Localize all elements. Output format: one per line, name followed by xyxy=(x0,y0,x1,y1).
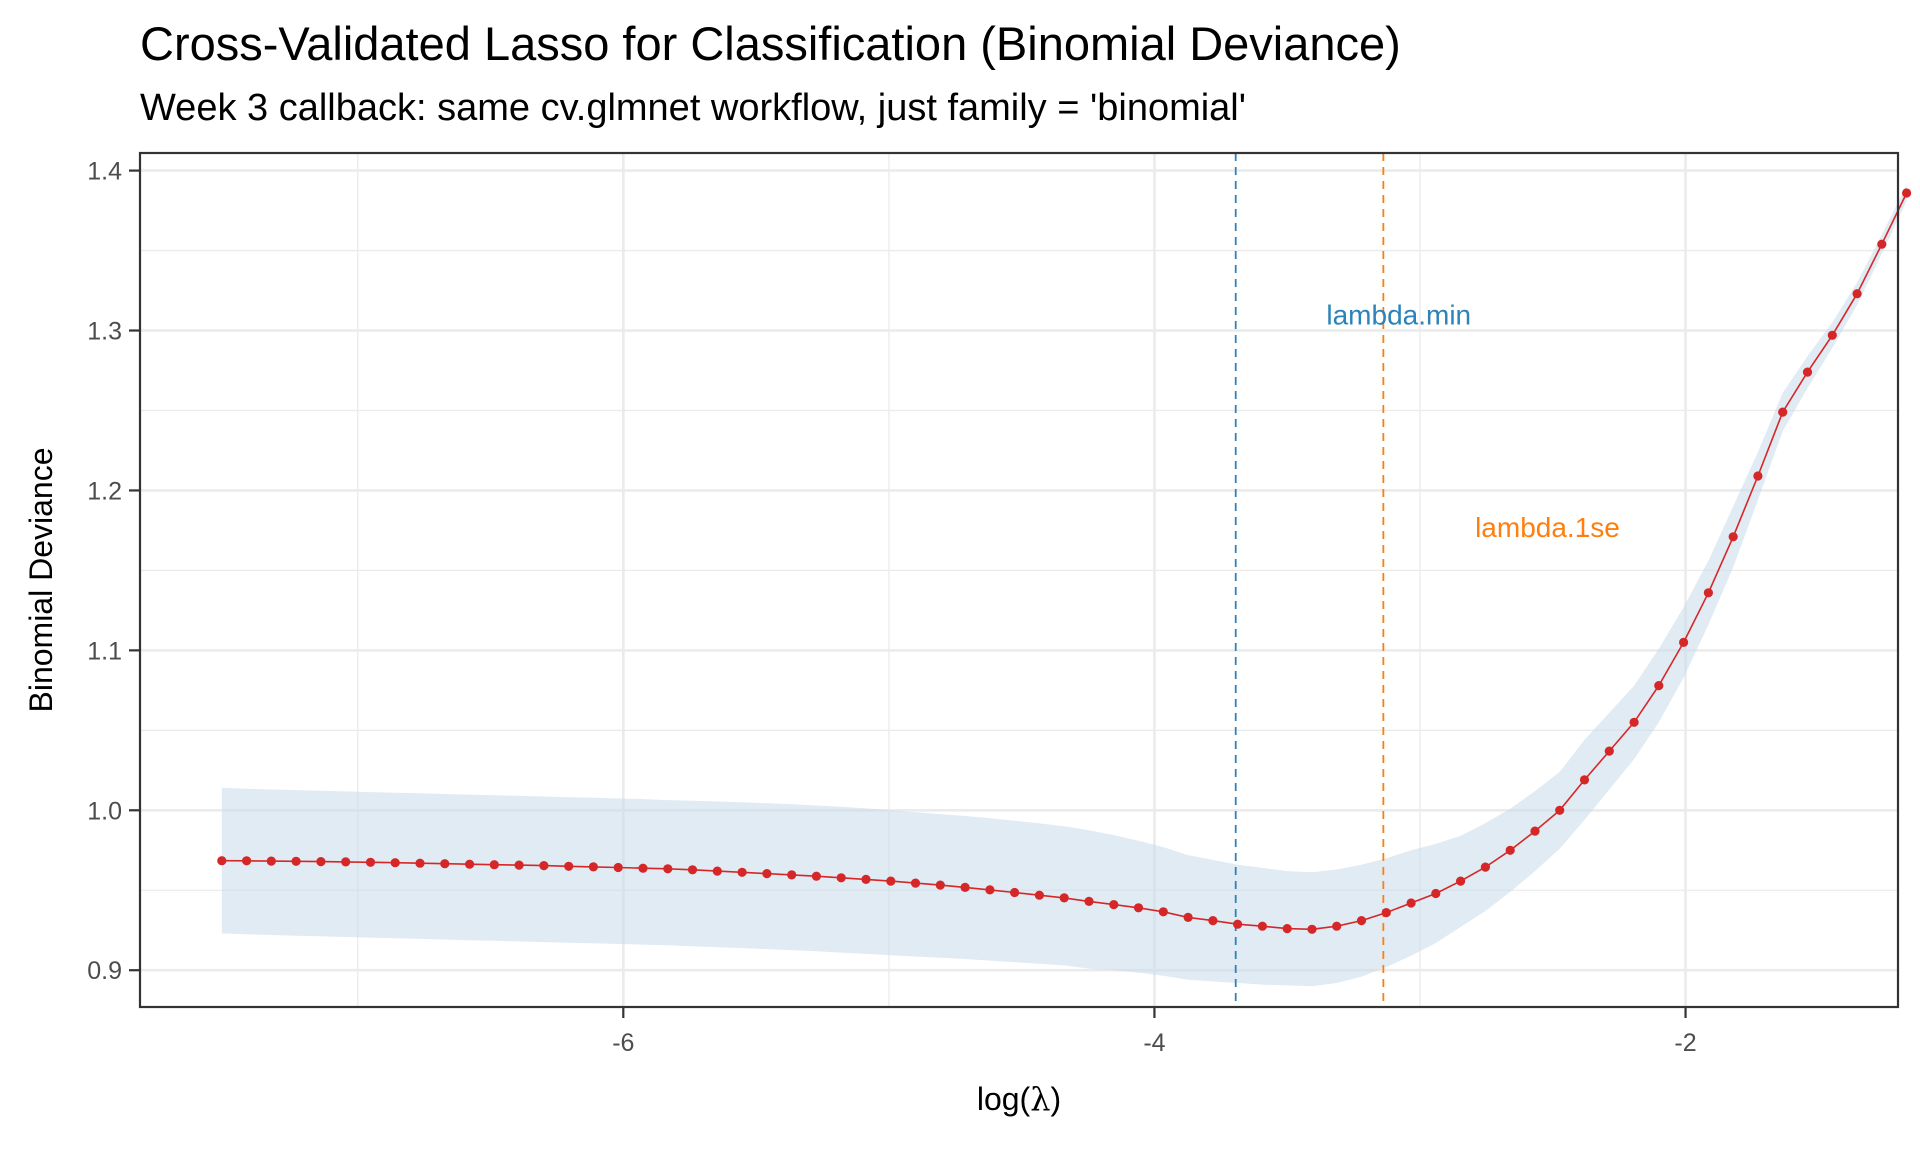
data-point xyxy=(1604,746,1614,756)
data-point xyxy=(1431,888,1441,899)
data-point xyxy=(762,869,772,879)
data-point xyxy=(1332,921,1342,931)
data-point xyxy=(1010,887,1020,898)
lambda-symbol: λ xyxy=(1030,1080,1050,1118)
data-point xyxy=(1356,916,1367,926)
data-point xyxy=(1084,896,1094,907)
data-point xyxy=(1109,900,1119,910)
data-point xyxy=(1183,912,1193,923)
data-point xyxy=(489,860,499,870)
data-point xyxy=(712,866,722,876)
data-point xyxy=(465,859,475,869)
data-point xyxy=(836,873,846,883)
y-tick-label: 1.2 xyxy=(87,477,122,505)
data-point xyxy=(1579,775,1590,785)
data-point xyxy=(1034,890,1044,900)
data-point xyxy=(217,856,227,866)
data-point xyxy=(1208,916,1218,926)
data-point xyxy=(1282,924,1292,934)
plot-panel: lambda.min lambda.1se xyxy=(138,151,1912,1009)
data-point xyxy=(910,878,921,888)
data-point xyxy=(1555,805,1565,815)
x-axis-title: log(λ) xyxy=(977,1080,1061,1118)
data-point xyxy=(861,874,871,885)
data-point xyxy=(390,858,400,868)
data-point xyxy=(935,880,945,890)
y-axis: 0.9 1.0 1.1 1.2 1.3 1.4 Binomial Devianc… xyxy=(23,158,140,985)
y-tick-label: 1.4 xyxy=(87,158,122,186)
data-point xyxy=(1827,330,1837,340)
x-axis-title-prefix: log( xyxy=(977,1081,1031,1117)
x-tick-label: -2 xyxy=(1674,1029,1696,1057)
data-point xyxy=(1852,289,1862,299)
data-point xyxy=(1877,239,1887,249)
data-point xyxy=(1059,893,1069,903)
data-point xyxy=(1530,826,1540,836)
data-point xyxy=(1703,588,1713,598)
data-point xyxy=(1456,876,1466,886)
data-point xyxy=(1728,532,1738,542)
data-point xyxy=(1629,717,1639,727)
data-point xyxy=(985,885,995,895)
data-point xyxy=(564,861,574,871)
data-point xyxy=(737,867,747,877)
y-tick-label: 1.1 xyxy=(87,637,122,665)
lambda-1se-label: lambda.1se xyxy=(1475,512,1620,543)
chart-title: Cross-Validated Lasso for Classification… xyxy=(140,17,1401,70)
data-point xyxy=(1802,367,1813,377)
data-point xyxy=(1505,845,1515,855)
data-point xyxy=(1902,188,1912,198)
data-point xyxy=(960,882,970,893)
data-point xyxy=(613,862,623,873)
x-tick-label: -6 xyxy=(612,1029,634,1057)
data-point xyxy=(291,856,301,866)
data-point xyxy=(1257,921,1267,931)
data-point xyxy=(539,861,549,871)
y-tick-label: 1.3 xyxy=(87,318,122,346)
data-point xyxy=(1381,908,1391,918)
x-axis: -6 -4 -2 log(λ) xyxy=(612,1007,1697,1118)
data-point xyxy=(638,863,648,873)
data-point xyxy=(514,860,524,870)
data-point xyxy=(886,876,896,886)
reference-lines xyxy=(1234,153,1385,1007)
data-point xyxy=(415,858,425,868)
data-point xyxy=(1679,637,1689,648)
data-point xyxy=(365,857,376,867)
data-point xyxy=(440,859,450,869)
data-point xyxy=(266,856,276,866)
data-point xyxy=(341,857,351,867)
series-points xyxy=(217,188,1912,934)
data-point xyxy=(588,862,599,872)
data-point xyxy=(1654,681,1664,691)
data-point xyxy=(811,871,822,881)
panel-border xyxy=(138,151,1900,1009)
data-point xyxy=(316,857,326,867)
data-point xyxy=(787,870,797,880)
y-tick-label: 0.9 xyxy=(87,957,122,985)
data-point xyxy=(1480,862,1490,872)
annotations: lambda.min lambda.1se xyxy=(1326,300,1619,544)
data-point xyxy=(1158,907,1168,917)
data-point xyxy=(242,856,252,866)
data-point xyxy=(687,865,698,875)
data-point xyxy=(1133,903,1144,913)
x-axis-title-suffix: ) xyxy=(1050,1081,1061,1117)
data-point xyxy=(1406,898,1416,908)
data-point xyxy=(1233,919,1243,929)
data-point xyxy=(1778,407,1788,417)
x-tick-label: -4 xyxy=(1143,1029,1165,1057)
chart-subtitle: Week 3 callback: same cv.glmnet workflow… xyxy=(140,87,1246,129)
y-tick-label: 1.0 xyxy=(87,797,122,825)
lambda-min-label: lambda.min xyxy=(1326,300,1471,331)
confidence-ribbon xyxy=(221,185,1907,987)
data-point xyxy=(1753,471,1763,481)
data-point xyxy=(1307,924,1317,934)
y-axis-title: Binomial Deviance xyxy=(23,447,59,712)
data-point xyxy=(663,864,673,874)
